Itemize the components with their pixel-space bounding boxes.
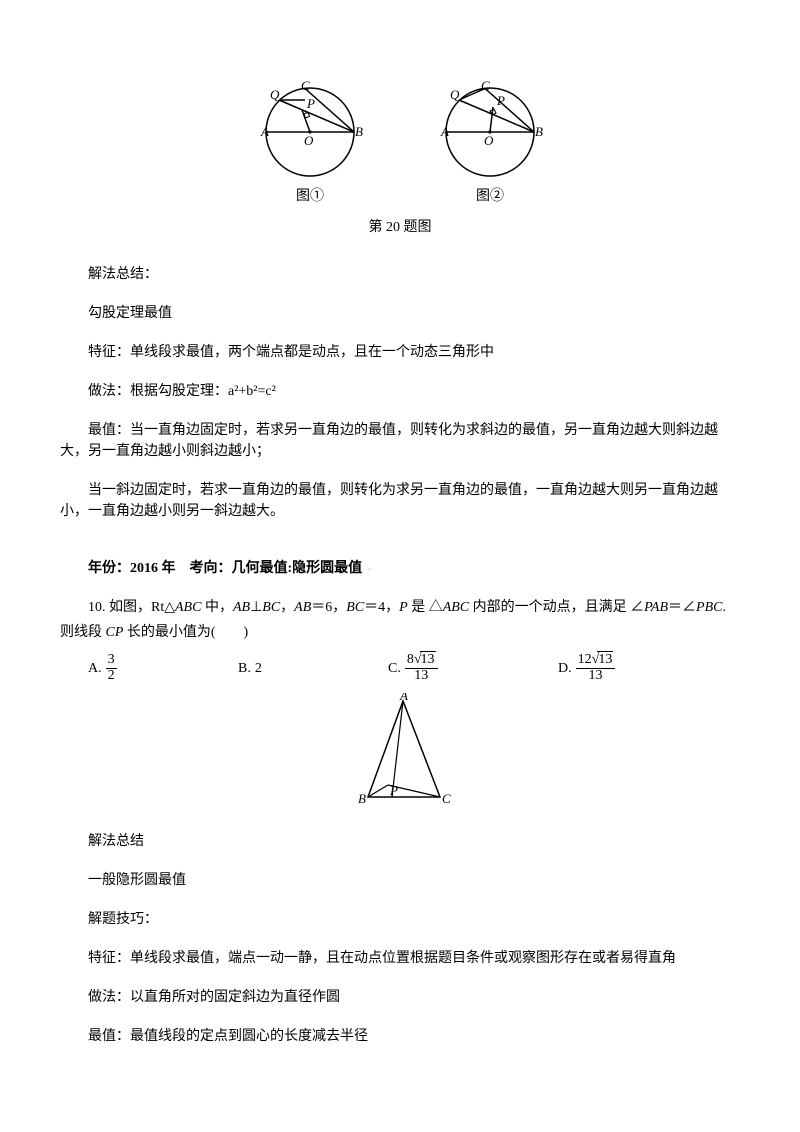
q-perp: ⊥ — [250, 600, 262, 615]
opt-c-den: 13 — [412, 669, 430, 684]
q-abeq: ＝6， — [311, 600, 346, 615]
ellipsis-icon — [362, 561, 365, 576]
opt-d-frac: 12 13 13 — [576, 653, 616, 683]
options-row: A. 3 2 B. 2 C. 8 13 13 D. 12 13 13 — [60, 653, 740, 683]
option-a: A. 3 2 — [88, 653, 238, 683]
opt-d-den: 13 — [586, 669, 604, 684]
s3-line1: 解法总结 — [60, 831, 740, 852]
q-cp: CP — [106, 625, 124, 640]
svg-text:B: B — [535, 124, 543, 139]
opt-c-num: 8 13 — [405, 653, 438, 669]
opt-a-label: A. — [88, 658, 102, 679]
q-ab-1: AB — [233, 600, 250, 615]
svg-text:Q: Q — [450, 87, 460, 102]
q2-post: 长的最小值为( ) — [123, 625, 248, 640]
q-pbc: PBC — [696, 600, 722, 615]
svg-text:O: O — [484, 133, 494, 148]
option-d: D. 12 13 13 — [558, 653, 708, 683]
s3-line2: 一般隐形圆最值 — [60, 870, 740, 891]
q2-pre: 则线段 — [60, 625, 106, 640]
opt-a-den: 2 — [106, 669, 117, 684]
circle-diagram-2: A B O Q C P — [435, 80, 545, 180]
s2-meta: 年份：2016 年 考向：几何最值:隐形圆最值 — [60, 558, 740, 579]
question-10-line1: 10. 如图，Rt△ABC 中，AB⊥BC，AB＝6，BC＝4，P 是 △ABC… — [60, 597, 740, 618]
s3-line3: 解题技巧： — [60, 909, 740, 930]
opt-c-rad: 13 — [420, 651, 436, 667]
q-pre: 10. 如图，Rt△ — [88, 600, 175, 615]
svg-text:Q: Q — [270, 87, 280, 102]
q-pab: PAB — [644, 600, 668, 615]
figure-2: A B O Q C P 图② — [435, 80, 545, 207]
question-10-line2: 则线段 CP 长的最小值为( ) — [60, 622, 740, 643]
q-bceq: ＝4， — [364, 600, 399, 615]
s1-line3: 特征：单线段求最值，两个端点都是动点，且在一个动态三角形中 — [60, 342, 740, 363]
s2-meta-text: 年份：2016 年 考向：几何最值:隐形圆最值 — [88, 561, 362, 576]
svg-text:C: C — [442, 791, 451, 806]
q-mid3: 内部的一个动点，且满足 ∠ — [469, 600, 644, 615]
opt-a-frac: 3 2 — [106, 653, 117, 683]
svg-text:B: B — [358, 791, 366, 806]
option-c: C. 8 13 13 — [388, 653, 558, 683]
svg-text:P: P — [496, 93, 505, 108]
svg-text:B: B — [355, 124, 363, 139]
opt-b-label: B. — [238, 658, 251, 679]
s1-line5-text: 最值：当一直角边固定时，若求另一直角边的最值，则转化为求斜边的最值，另一直角边越… — [60, 423, 718, 459]
figure-2-caption: 图② — [476, 186, 504, 207]
q-bc-1: BC — [262, 600, 280, 615]
opt-d-coef: 12 — [578, 652, 592, 667]
svg-text:C: C — [301, 80, 310, 93]
q-bc-2: BC — [346, 600, 364, 615]
document-page: A B O Q C P 图① — [0, 0, 800, 1107]
figure-main-caption: 第 20 题图 — [60, 217, 740, 238]
svg-text:P: P — [306, 96, 315, 111]
svg-text:A: A — [440, 124, 449, 139]
q-abc-1: ABC — [175, 600, 201, 615]
figure-row: A B O Q C P 图① — [60, 80, 740, 207]
opt-d-num: 12 13 — [576, 653, 616, 669]
s1-line5a: 最值：当一直角边固定时，若求另一直角边的最值，则转化为求斜边的最值，另一直角边越… — [60, 420, 740, 462]
figure-1-caption: 图① — [296, 186, 324, 207]
q-ab-2: AB — [294, 600, 311, 615]
s1-line6: 当一斜边固定时，若求一直角边的最值，则转化为求另一直角边的最值，一直角边越大则另… — [60, 480, 740, 522]
spacer-2 — [60, 540, 740, 558]
opt-d-sqrt: 13 — [592, 653, 614, 668]
svg-text:A: A — [399, 693, 408, 703]
option-b: B. 2 — [238, 653, 388, 683]
q-eq: ＝∠ — [668, 600, 696, 615]
opt-a-num: 3 — [106, 653, 117, 669]
s1-line2: 勾股定理最值 — [60, 303, 740, 324]
q-abc-2: ABC — [443, 600, 469, 615]
opt-d-rad: 13 — [597, 651, 613, 667]
s1-line1: 解法总结： — [60, 264, 740, 285]
s3-line5: 做法：以直角所对的固定斜边为直径作圆 — [60, 987, 740, 1008]
opt-b-val: 2 — [255, 658, 262, 679]
q-c1: ， — [280, 600, 294, 615]
spacer-1 — [60, 462, 740, 480]
svg-text:P: P — [389, 783, 398, 798]
svg-text:A: A — [260, 124, 269, 139]
opt-c-frac: 8 13 13 — [405, 653, 438, 683]
s3-line6: 最值：最值线段的定点到圆心的长度减去半径 — [60, 1026, 740, 1047]
s1-line4: 做法：根据勾股定理：a²+b²=c² — [60, 381, 740, 402]
svg-text:C: C — [481, 80, 490, 93]
figure-1: A B O Q C P 图① — [255, 80, 365, 207]
opt-c-label: C. — [388, 658, 401, 679]
s3-line4: 特征：单线段求最值，端点一动一静，且在动点位置根据题目条件或观察图形存在或者易得… — [60, 948, 740, 969]
opt-c-coef: 8 — [407, 652, 414, 667]
q-end1: . — [722, 600, 726, 615]
q-p: P — [399, 600, 408, 615]
opt-c-sqrt: 13 — [414, 653, 436, 668]
s1-line6-text: 当一斜边固定时，若求一直角边的最值，则转化为求另一直角边的最值，一直角边越大则另… — [60, 483, 718, 519]
svg-text:O: O — [304, 133, 314, 148]
q-mid2: 是 △ — [408, 600, 443, 615]
circle-diagram-1: A B O Q C P — [255, 80, 365, 180]
opt-d-label: D. — [558, 658, 572, 679]
triangle-figure: A B C P — [60, 693, 740, 813]
s2-meta-span: 年份：2016 年 考向：几何最值:隐形圆最值 — [88, 561, 362, 576]
q-mid1: 中， — [201, 600, 233, 615]
